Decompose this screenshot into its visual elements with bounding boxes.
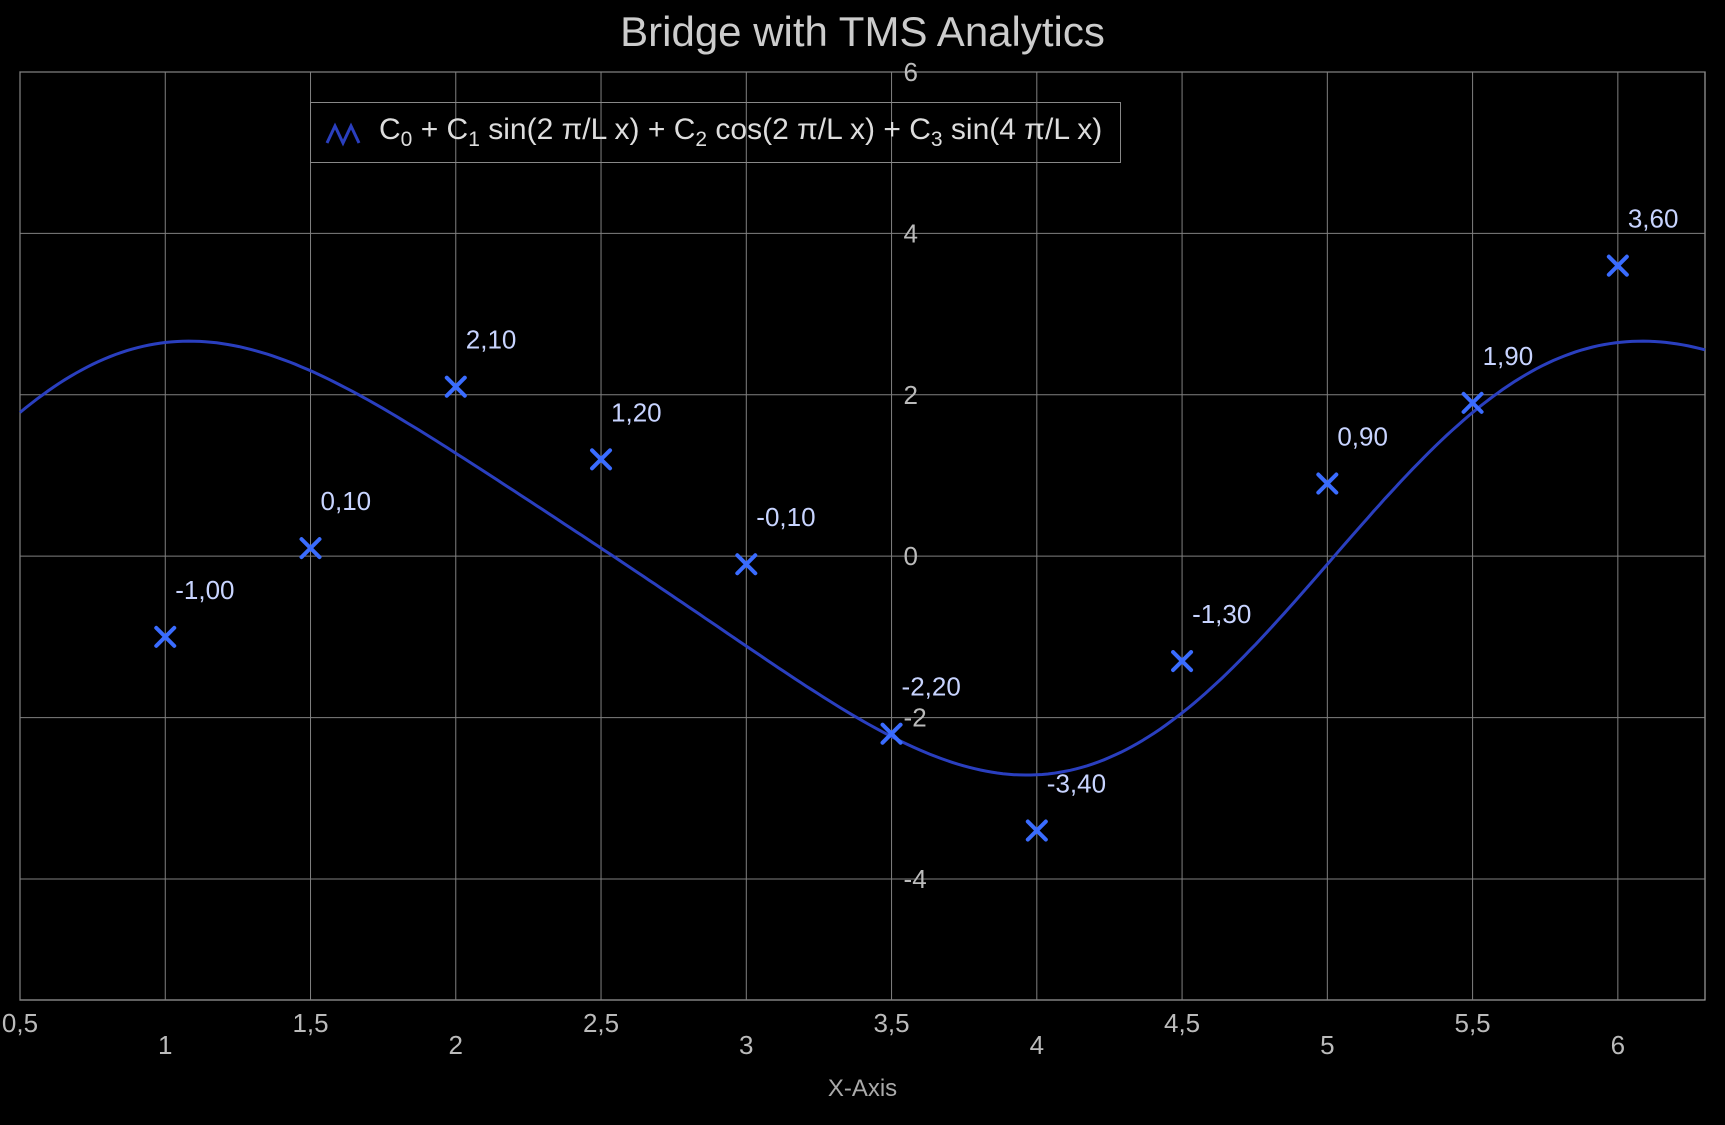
point-label: -3,40: [1047, 769, 1106, 799]
y-tick-label: 0: [904, 541, 918, 571]
point-label: 3,60: [1628, 204, 1679, 234]
y-tick-label: 6: [904, 57, 918, 87]
point-label: 0,90: [1337, 422, 1388, 452]
y-tick-label: -2: [904, 703, 927, 733]
x-axis-label: X-Axis: [0, 1075, 1725, 1103]
y-tick-label: 4: [904, 218, 918, 248]
point-label: 1,20: [611, 397, 662, 427]
y-tick-label: -4: [904, 864, 927, 894]
point-label: -2,20: [902, 672, 961, 702]
point-label: -1,30: [1192, 599, 1251, 629]
legend-series-label: C0 + C1 sin(2 π/L x) + C2 cos(2 π/L x) +…: [379, 113, 1102, 152]
x-tick-label-minor: 1,5: [292, 1008, 328, 1038]
chart-svg: 1 2 3 4 5 6 0,5 1,5 2,5 3,5 4,5 5,5 -4 -2 0 2 4 6 -1,00 0,1…: [0, 0, 1725, 1125]
point-label: 1,90: [1483, 341, 1534, 371]
x-tick-label: 2: [449, 1030, 463, 1060]
plot-border: [20, 72, 1705, 1000]
x-tick-label: 5: [1320, 1030, 1334, 1060]
point-label: -1,00: [175, 575, 234, 605]
x-tick-label: 4: [1030, 1030, 1044, 1060]
x-tick-label: 1: [158, 1030, 172, 1060]
legend: C0 + C1 sin(2 π/L x) + C2 cos(2 π/L x) +…: [310, 102, 1121, 163]
x-tick-label-minor: 3,5: [873, 1008, 909, 1038]
x-tick-label-minor: 4,5: [1164, 1008, 1200, 1038]
x-tick-label-minor: 0,5: [2, 1008, 38, 1038]
x-tick-label: 6: [1611, 1030, 1625, 1060]
y-tick-label: 2: [904, 380, 918, 410]
point-label: 0,10: [321, 486, 372, 516]
x-tick-label-minor: 5,5: [1455, 1008, 1491, 1038]
point-label: -0,10: [756, 502, 815, 532]
x-tick-label: 3: [739, 1030, 753, 1060]
x-tick-label-minor: 2,5: [583, 1008, 619, 1038]
point-label: 2,10: [466, 325, 517, 355]
legend-series-icon: [325, 118, 365, 148]
fitted-curve: [20, 341, 1705, 775]
chart-container: Bridge with TMS Analytics 1234560,51,52,…: [0, 0, 1725, 1125]
